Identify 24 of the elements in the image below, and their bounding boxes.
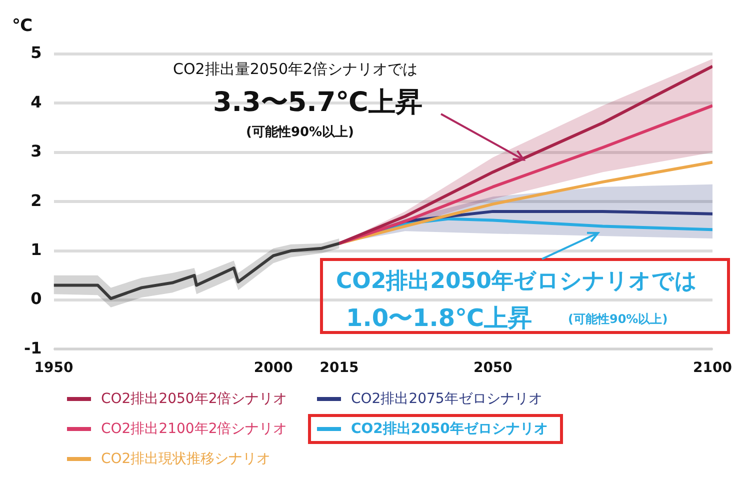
annotation: (可能性90%以上): [246, 124, 354, 141]
x-tick-label: 1950: [34, 360, 74, 376]
x-tick-label: 2015: [320, 360, 359, 376]
annotation: CO2排出2050年ゼロシナリオでは: [336, 268, 698, 296]
x-tick-label: 2000: [254, 360, 294, 376]
y-tick-label: 2: [30, 190, 42, 210]
annotation: (可能性90%以上): [568, 311, 668, 328]
y-tick-label: 4: [30, 92, 42, 112]
x-tick-label: 2050: [473, 360, 513, 376]
legend-label: CO2排出2100年2倍シナリオ: [101, 420, 288, 438]
legend-label: CO2排出2050年ゼロシナリオ: [351, 420, 548, 438]
legend-label: CO2排出2050年2倍シナリオ: [101, 390, 288, 408]
y-tick-label: -1: [24, 338, 42, 358]
y-tick-label: 5: [30, 43, 42, 62]
annotation: CO2排出量2050年2倍シナリオでは: [173, 60, 418, 79]
annotation: 3.3〜5.7℃上昇: [213, 86, 422, 120]
y-tick-label: 1: [30, 240, 42, 259]
annotation: 1.0〜1.8℃上昇: [346, 303, 532, 334]
y-axis-title: ℃: [12, 16, 33, 36]
y-tick-label: 3: [30, 142, 42, 161]
x-tick-label: 2100: [693, 360, 732, 376]
y-tick-label: 0: [30, 289, 42, 308]
legend-label: CO2排出現状推移シナリオ: [101, 450, 271, 468]
legend-label: CO2排出2075年ゼロシナリオ: [351, 390, 542, 408]
